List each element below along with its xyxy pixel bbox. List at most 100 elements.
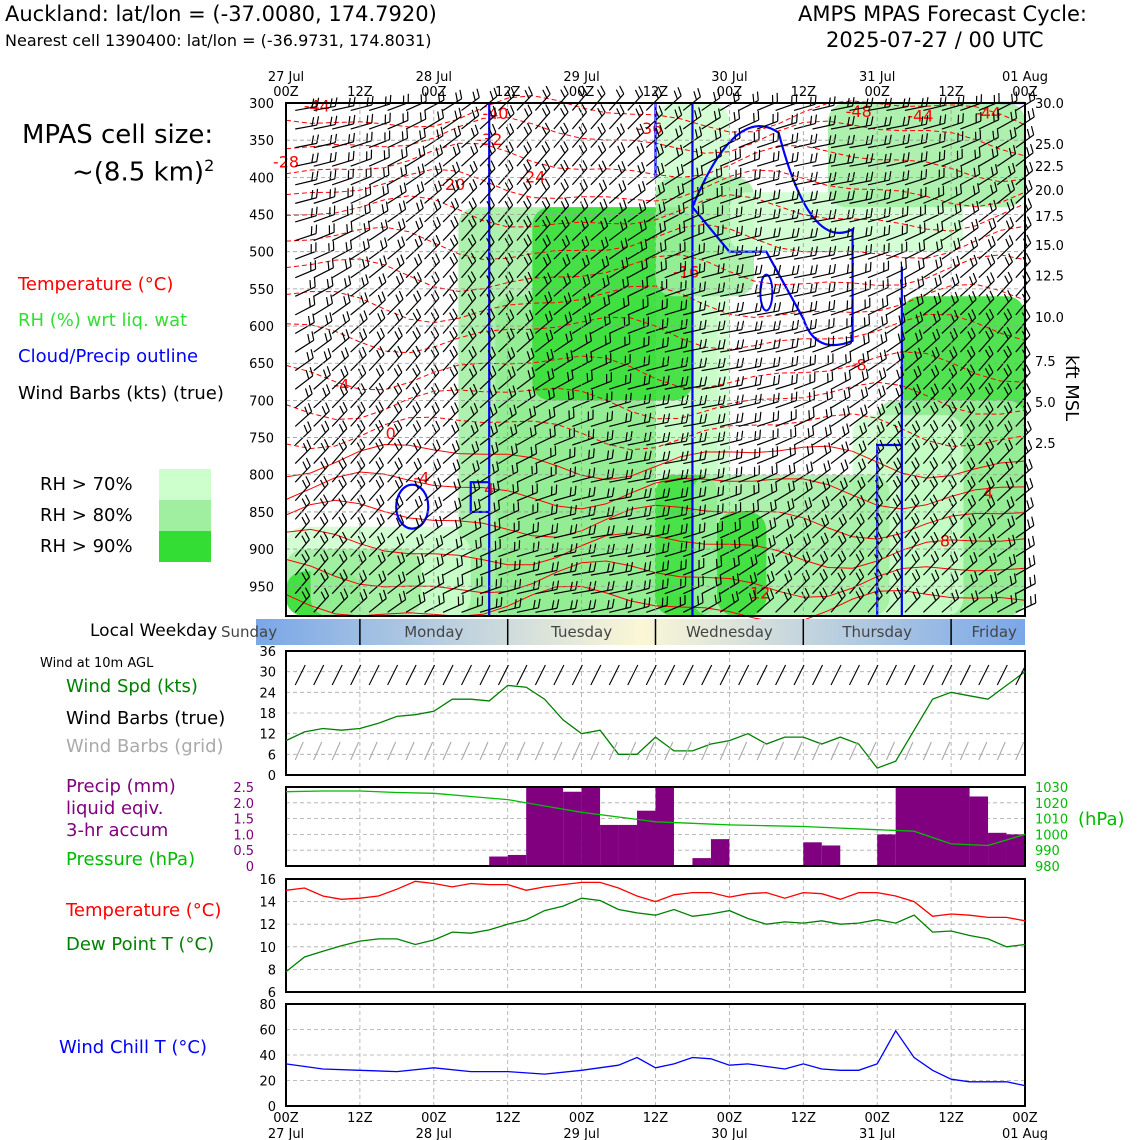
wind-barb-flag — [808, 497, 813, 507]
wind-barb-staff — [738, 347, 761, 353]
wind-barb-staff — [313, 105, 336, 112]
wind-barb-staff — [886, 428, 903, 446]
wind-barb-staff — [646, 496, 669, 502]
wind-barb-flag — [969, 401, 976, 410]
wind-barb-staff — [757, 310, 779, 316]
wind-barb-staff — [923, 104, 945, 112]
wind-barb-flag — [320, 553, 326, 563]
wind-barb-staff — [350, 502, 366, 520]
wind-barb-flag — [849, 352, 852, 362]
wind-barb-flag — [510, 347, 516, 356]
wind-barb-staff — [683, 384, 705, 390]
wind-barb-grid — [331, 741, 341, 761]
wind-barb-staff — [904, 213, 926, 223]
wind-barb-flag — [375, 479, 381, 489]
wind-barb-staff — [664, 365, 687, 372]
wind-barb-flag — [606, 431, 609, 441]
wind-barb-flag — [648, 487, 652, 498]
bottom-hour-label: 00Z — [273, 1111, 299, 1126]
wind-barb-flag — [324, 420, 330, 430]
precip-bar — [489, 856, 508, 866]
wind-barb-flag — [815, 264, 818, 274]
wind-barb-staff — [571, 168, 588, 186]
wind-barb-flag — [767, 556, 772, 566]
wind-barb-flag — [772, 152, 775, 162]
wind-barb-staff — [609, 343, 630, 353]
kft-tick-label: 10.0 — [1035, 311, 1064, 326]
wind-barb-flag — [364, 205, 367, 215]
top-day-label: 30 Jul — [711, 70, 747, 85]
wind-barb-staff — [646, 326, 668, 335]
wind-barb-flag — [714, 130, 718, 140]
wind-barb-grid — [571, 741, 581, 761]
wind-barb-flag — [841, 444, 846, 454]
wind-barb-flag — [528, 86, 533, 95]
wind-barb-staff — [867, 161, 890, 167]
wind-barb-staff — [498, 568, 520, 576]
wind-barb-flag — [544, 294, 549, 304]
wind-barb-staff — [405, 353, 421, 372]
wind-barb-flag — [953, 551, 959, 560]
wind-barb-flag — [361, 364, 367, 374]
wind-barb-flag — [931, 592, 937, 601]
wind-barb-flag — [339, 405, 345, 415]
wind-barb-flag — [546, 351, 550, 361]
wind-barb-flag — [929, 460, 935, 470]
wind-barb-flag — [932, 332, 937, 341]
wind-barb-staff — [996, 117, 1017, 130]
wind-barb-flag — [361, 550, 367, 560]
wind-barb-flag — [488, 127, 493, 137]
wind-barb-flag — [778, 246, 782, 256]
wind-barb-flag — [364, 187, 367, 197]
wind-barb-flag — [847, 227, 850, 238]
wind-barb-staff — [738, 402, 761, 409]
wind-barb-staff — [849, 143, 872, 149]
wind-barb-staff — [996, 543, 1016, 558]
wind-barb-flag — [772, 394, 775, 404]
wind-barb-staff — [978, 154, 999, 167]
wind-barb-staff — [609, 514, 632, 520]
wind-barb-staff — [682, 231, 704, 242]
wind-barb-staff — [922, 502, 939, 520]
wind-barb-flag — [703, 281, 706, 291]
wind-barb-flag — [754, 394, 757, 404]
wind-barb-flag — [559, 126, 566, 135]
wind-barb-flag — [768, 538, 772, 548]
wind-barb-flag — [1026, 500, 1030, 510]
wind-barb-flag — [791, 114, 794, 125]
wind-barb-flag — [847, 116, 850, 126]
wind-barb-staff — [701, 213, 723, 223]
wind-barb-flag — [994, 572, 998, 582]
wind-barb-flag — [320, 461, 326, 470]
wind-barb-staff — [757, 273, 779, 279]
wind-barb-flag — [929, 479, 935, 489]
wind-barb-staff — [756, 346, 779, 353]
wind-barb-staff — [479, 411, 498, 427]
wind-barb-flag — [378, 438, 384, 448]
wind-barb-true — [738, 664, 750, 686]
wind-barb-flag — [397, 239, 402, 249]
wind-barb-flag — [433, 480, 438, 490]
wind-barb-staff — [701, 194, 723, 204]
wind-barb-staff — [959, 427, 975, 446]
wind-barb-staff — [331, 337, 350, 353]
wind-barb-flag — [471, 109, 476, 119]
wind-barb-flag — [837, 572, 843, 582]
wind-barb-flag — [648, 431, 652, 441]
wind-barb-flag — [917, 278, 920, 288]
wind-barb-flag — [756, 91, 759, 101]
wind-barb-flag — [846, 282, 849, 292]
wind-barb-flag — [791, 153, 794, 163]
wind-barb-staff — [387, 119, 409, 130]
wind-barb-staff — [590, 380, 612, 390]
wind-barb-flag — [878, 457, 884, 467]
wind-barb-flag — [796, 227, 800, 237]
wind-barb-flag — [628, 315, 630, 325]
wind-barb-staff — [867, 106, 890, 112]
wind-barb-staff — [535, 376, 555, 390]
wind-barb-flag — [307, 403, 313, 412]
wind-barb-staff — [960, 173, 980, 186]
wind-barb-flag — [489, 215, 495, 225]
wind-barb-flag — [600, 220, 605, 230]
wind-barb-flag — [655, 127, 660, 137]
